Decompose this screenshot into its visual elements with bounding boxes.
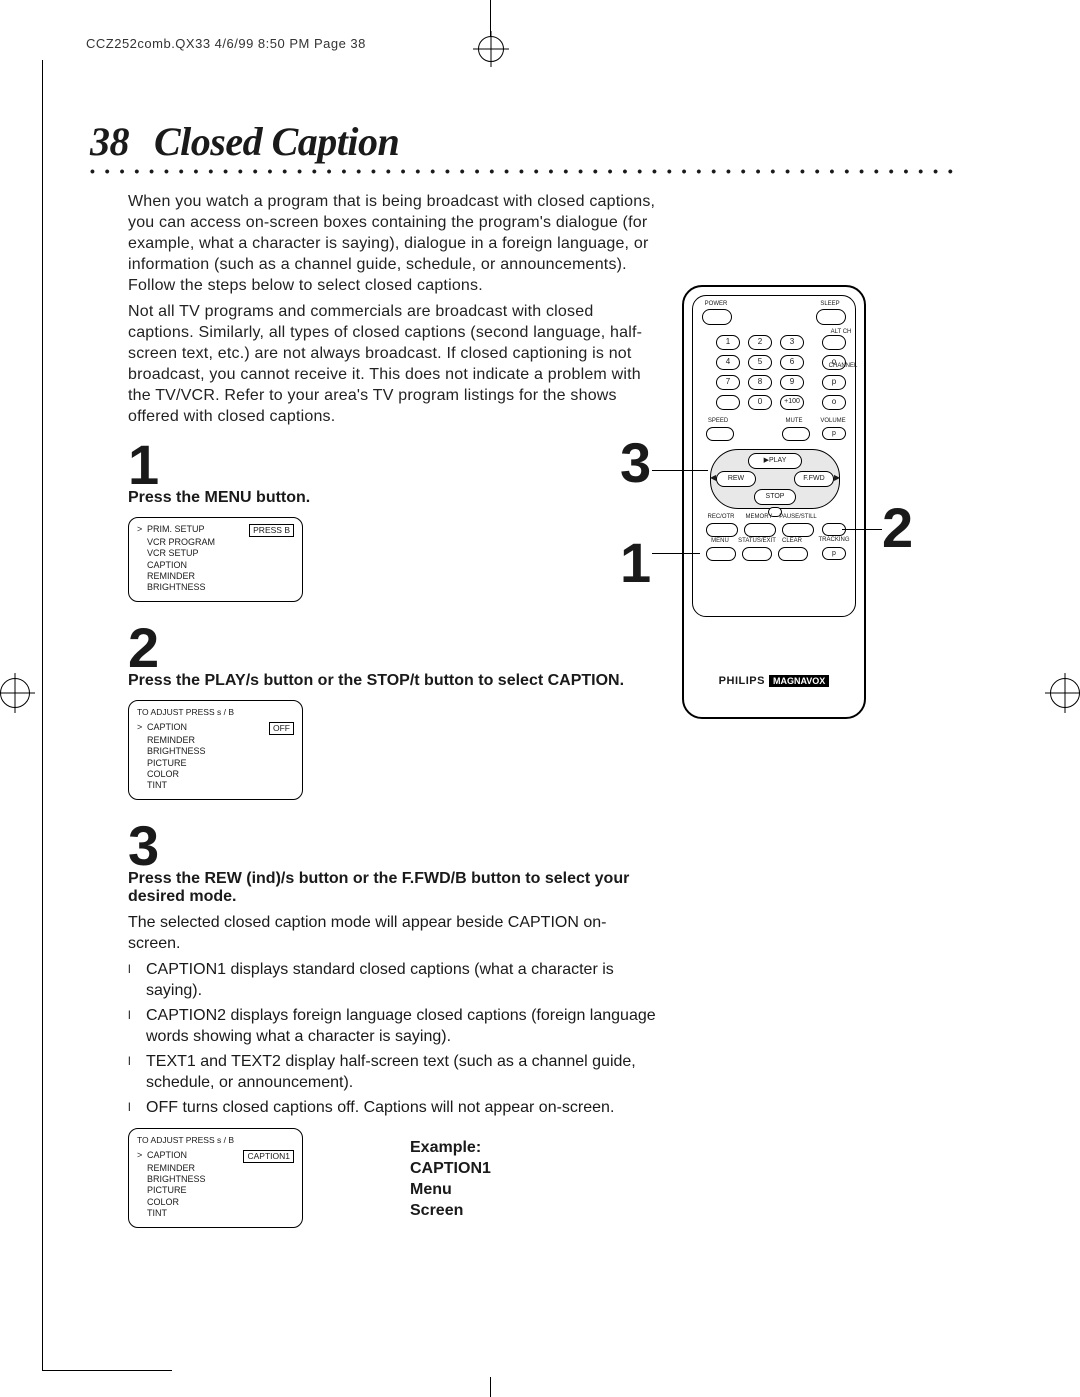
vol-down-button[interactable]: o: [822, 395, 846, 410]
dotted-rule: • • • • • • • • • • • • • • • • • • • • …: [90, 163, 960, 179]
callout-1: 1: [620, 530, 651, 595]
play-button[interactable]: ▶PLAY: [748, 453, 802, 469]
pause-still-button[interactable]: [782, 523, 814, 537]
digit-2-button[interactable]: 2: [748, 335, 772, 350]
speed-button[interactable]: [706, 427, 734, 441]
speed-label: SPEED: [702, 418, 734, 424]
menu-label: MENU: [704, 538, 736, 544]
step-3-text: Press the REW (ind)/s button or the F.FW…: [128, 870, 658, 906]
osd-menu-3: TO ADJUST PRESS s / B>CAPTIONCAPTION1REM…: [128, 1128, 303, 1228]
manual-page: CCZ252comb.QX33 4/6/99 8:50 PM Page 38 3…: [0, 0, 1080, 1397]
ffwd-button[interactable]: F.FWD: [794, 471, 834, 487]
intro-text: When you watch a program that is being b…: [128, 191, 658, 427]
page-number: 38: [90, 119, 129, 164]
digit-3-button[interactable]: 3: [780, 335, 804, 350]
digit-8-button[interactable]: 8: [748, 375, 772, 390]
callout-3-leader: [652, 470, 708, 471]
clear-label: CLEAR: [776, 538, 808, 544]
sleep-button[interactable]: [816, 309, 846, 325]
sleep-label: SLEEP: [814, 301, 846, 307]
callout-3: 3: [620, 430, 651, 495]
step-2-text: Press the PLAY/s button or the STOP/t bu…: [128, 672, 658, 690]
title-text: Closed Caption: [154, 119, 399, 164]
altch-button[interactable]: [822, 335, 846, 350]
rew-button[interactable]: REW: [716, 471, 756, 487]
file-header: CCZ252comb.QX33 4/6/99 8:50 PM Page 38: [86, 36, 366, 51]
digit-7-button[interactable]: 7: [716, 375, 740, 390]
step-3-followup: The selected closed caption mode will ap…: [128, 912, 658, 954]
tracking-down-button[interactable]: p: [822, 547, 846, 560]
register-mark: [0, 678, 30, 708]
status-exit-button[interactable]: [742, 547, 772, 561]
digit-4-button[interactable]: 4: [716, 355, 740, 370]
mute-button[interactable]: [782, 427, 810, 441]
tracking-label: TRACKING: [814, 537, 854, 543]
crop-mark: [490, 1377, 491, 1397]
menu-button[interactable]: [706, 547, 736, 561]
remote-body: POWER SLEEP 1234567890op+100o ALT CH CHA…: [682, 285, 866, 719]
step-number-3: 3: [128, 818, 990, 874]
stop-button[interactable]: STOP: [754, 489, 796, 505]
power-label: POWER: [700, 301, 732, 307]
memory-label: MEMORY: [740, 514, 778, 520]
page-title: 38 Closed Caption: [90, 118, 990, 165]
osd-menu-1: >PRIM. SETUPPRESS BVCR PROGRAMVCR SETUPC…: [128, 517, 303, 602]
power-button[interactable]: [702, 309, 732, 325]
recotr-label: REC/OTR: [702, 514, 740, 520]
trim-line: [42, 60, 43, 1370]
mute-label: MUTE: [778, 418, 810, 424]
clear-button[interactable]: [778, 547, 808, 561]
volume-label: VOLUME: [816, 418, 850, 424]
callout-1-leader: [652, 553, 700, 554]
remote-illustration: POWER SLEEP 1234567890op+100o ALT CH CHA…: [620, 285, 980, 765]
callout-2-leader: [842, 529, 882, 530]
vol-up-button[interactable]: p: [822, 427, 846, 440]
ffwd-arrow-icon: ▶: [834, 473, 840, 482]
memory-button[interactable]: [744, 523, 776, 537]
rec-otr-button[interactable]: [706, 523, 738, 537]
brand-label: PHILIPSMAGNAVOX: [684, 675, 864, 687]
digit-6-button[interactable]: 6: [780, 355, 804, 370]
digit-9-button[interactable]: 9: [780, 375, 804, 390]
trim-line: [42, 1370, 172, 1371]
altch-label: ALT CH: [826, 329, 856, 335]
statusexit-label: STATUS/EXIT: [734, 538, 780, 544]
rew-arrow-icon: ◀: [710, 473, 716, 482]
register-mark: [1050, 678, 1080, 708]
intro-paragraph-1: When you watch a program that is being b…: [128, 191, 658, 297]
osd-menu-2: TO ADJUST PRESS s / B>CAPTIONOFFREMINDER…: [128, 700, 303, 800]
step-1-text: Press the MENU button.: [128, 489, 658, 507]
callout-2: 2: [882, 495, 913, 560]
blank-button[interactable]: [716, 395, 740, 410]
bullet-list: lCAPTION1 displays standard closed capti…: [128, 959, 658, 1119]
digit-5-button[interactable]: 5: [748, 355, 772, 370]
digit-1-button[interactable]: 1: [716, 335, 740, 350]
plus100-button[interactable]: +100: [780, 395, 804, 410]
example-label: Example: CAPTION1 Menu Screen: [410, 1138, 491, 1221]
intro-paragraph-2: Not all TV programs and commercials are …: [128, 301, 658, 428]
register-mark: [478, 36, 504, 62]
digit-0-button[interactable]: 0: [748, 395, 772, 410]
ch-down-button[interactable]: p: [822, 375, 846, 390]
pausestill-label: PAUSE/STILL: [776, 514, 820, 520]
channel-label: CHANNEL: [826, 363, 860, 369]
